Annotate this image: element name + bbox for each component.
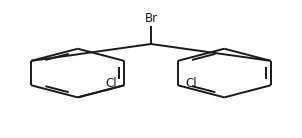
Text: Cl: Cl: [185, 77, 197, 90]
Text: Cl: Cl: [105, 77, 117, 90]
Text: Br: Br: [144, 12, 158, 25]
